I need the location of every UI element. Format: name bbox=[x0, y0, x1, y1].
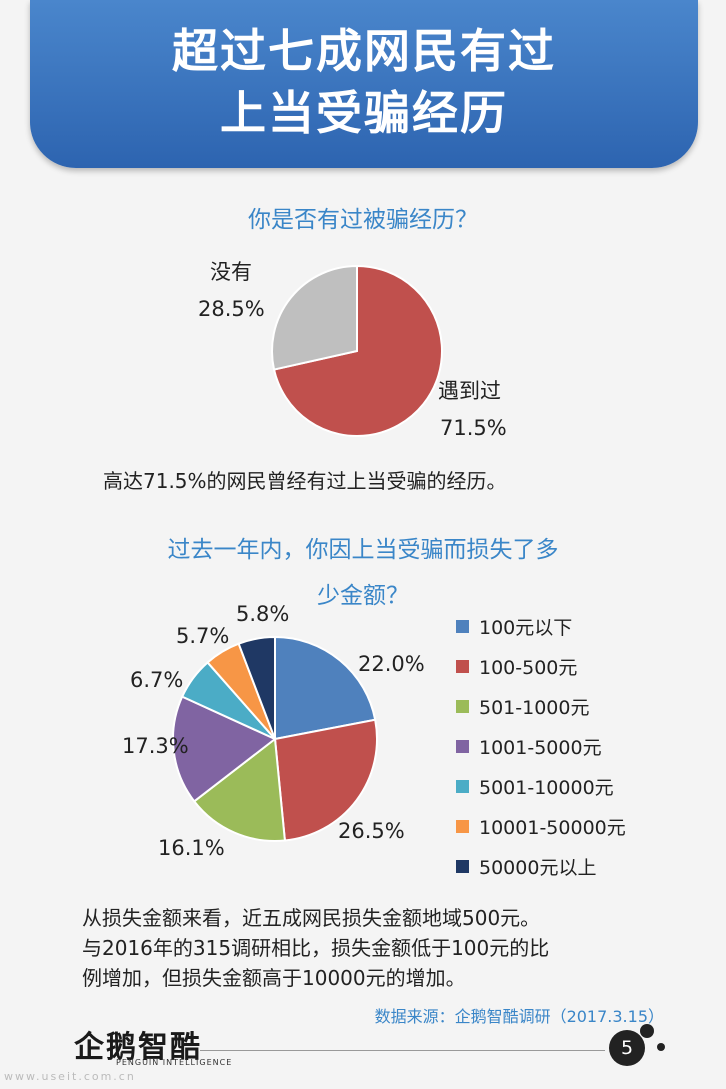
decor-dot bbox=[657, 1043, 665, 1051]
chart1-title: 你是否有过被骗经历？ bbox=[248, 207, 478, 233]
legend-item: 100-500元 bbox=[456, 646, 626, 686]
slice-value-no: 28.5% bbox=[198, 297, 265, 321]
legend-swatch bbox=[456, 779, 469, 793]
slice-value-over50000: 5.8% bbox=[236, 602, 290, 626]
legend-swatch bbox=[456, 659, 469, 673]
legend-item: 501-1000元 bbox=[456, 686, 626, 726]
legend-item: 50000元以上 bbox=[456, 846, 626, 886]
logo: 企鹅智酷 bbox=[74, 1030, 202, 1065]
page-number: 5 bbox=[609, 1030, 645, 1066]
summary-text-1: 高达71.5%的网民曾经有过上当受骗的经历。 bbox=[103, 469, 507, 493]
legend-item: 1001-5000元 bbox=[456, 726, 626, 766]
data-source: 数据来源：企鹅智酷调研（2017.3.15） bbox=[374, 1007, 664, 1026]
pie2-slice-1 bbox=[273, 718, 378, 842]
legend-swatch bbox=[456, 819, 469, 833]
legend-item: 5001-10000元 bbox=[456, 766, 626, 806]
pie2-slice-6 bbox=[237, 635, 276, 740]
slice-label-no: 没有 bbox=[210, 260, 252, 284]
legend-item: 100元以下 bbox=[456, 606, 626, 646]
slice-value-yes: 71.5% bbox=[440, 416, 507, 440]
legend-swatch bbox=[456, 619, 469, 633]
pie2-slice-2 bbox=[192, 737, 287, 842]
legend-swatch bbox=[456, 859, 469, 873]
legend-item: 10001-50000元 bbox=[456, 806, 626, 846]
footer-divider bbox=[200, 1050, 605, 1051]
chart2-title-line1: 过去一年内，你因上当受骗而损失了多 bbox=[167, 537, 559, 563]
watermark: www.useit.com.cn bbox=[4, 1070, 136, 1083]
page-title: 超过七成网民有过 上当受骗经历 bbox=[172, 24, 556, 140]
slice-value-10001-50000: 5.7% bbox=[176, 624, 230, 648]
pie2-slice-3 bbox=[172, 695, 277, 803]
pie2-slice-0 bbox=[274, 635, 377, 741]
slice-value-5001-10000: 6.7% bbox=[130, 668, 184, 692]
slice-value-100-500: 26.5% bbox=[338, 819, 405, 843]
slice-value-501-1000: 16.1% bbox=[158, 836, 225, 860]
pie1-slice-1 bbox=[271, 264, 358, 371]
slice-value-1001-5000: 17.3% bbox=[122, 734, 189, 758]
slice-value-under100: 22.0% bbox=[358, 652, 425, 676]
slice-label-yes: 遇到过 bbox=[438, 379, 501, 403]
legend-swatch bbox=[456, 699, 469, 713]
chart2-title-line2: 少金额？ bbox=[317, 583, 409, 609]
decor-dot bbox=[640, 1024, 654, 1038]
summary-text-2: 从损失金额来看，近五成网民损失金额地域500元。 与2016年的315调研相比，… bbox=[82, 906, 550, 990]
legend-swatch bbox=[456, 739, 469, 753]
title-banner: 超过七成网民有过 上当受骗经历 bbox=[30, 0, 698, 168]
logo-subtitle: PENGUIN INTELLIGENCE bbox=[116, 1058, 233, 1067]
chart2-legend: 100元以下 100-500元 501-1000元 1001-5000元 500… bbox=[456, 606, 626, 886]
